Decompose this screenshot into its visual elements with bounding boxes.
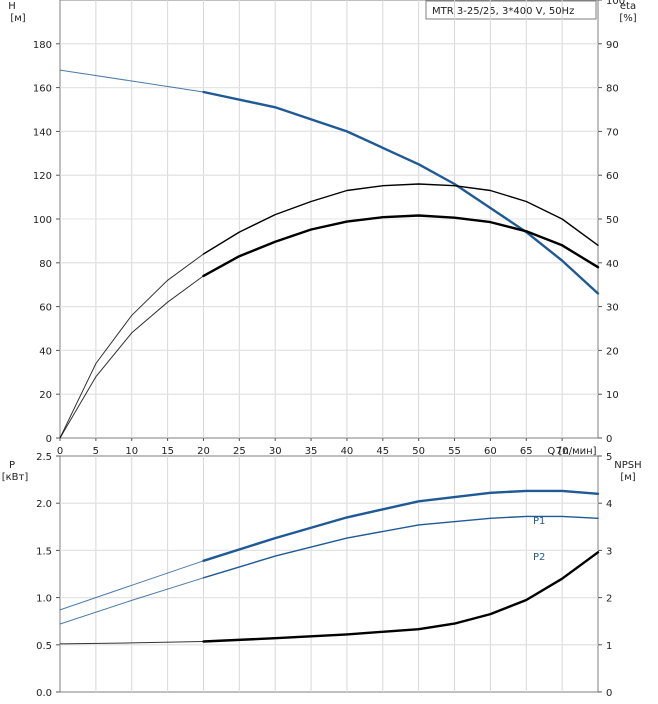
right-tick-label: 90 bbox=[606, 40, 619, 51]
left-tick-label: 60 bbox=[39, 303, 52, 314]
top-right-axis-label: eta bbox=[620, 1, 636, 12]
bottom-right-axis-unit: [м] bbox=[620, 472, 635, 483]
series-1-1-line bbox=[202, 515, 599, 579]
series-1-2-line-extrapolated bbox=[59, 641, 204, 645]
right-tick-label: 100 bbox=[606, 0, 625, 7]
left-tick-label: 0.0 bbox=[36, 688, 52, 699]
left-tick-label: 1.0 bbox=[36, 594, 52, 605]
bottom-plot-frame bbox=[59, 455, 599, 693]
left-tick-label: 40 bbox=[39, 346, 52, 357]
x-tick-label: 35 bbox=[305, 446, 318, 457]
series-1-0-line bbox=[202, 489, 600, 562]
left-tick-label: 1.5 bbox=[36, 546, 52, 557]
right-tick-label: 10 bbox=[606, 390, 619, 401]
left-tick-label: 20 bbox=[39, 390, 52, 401]
left-tick-label: 120 bbox=[33, 171, 52, 182]
left-tick-label: 2.5 bbox=[36, 452, 52, 463]
x-tick-label: 0 bbox=[57, 446, 63, 457]
right-tick-label: 1 bbox=[606, 641, 612, 652]
right-tick-label: 5 bbox=[606, 452, 612, 463]
right-tick-label: 40 bbox=[606, 259, 619, 270]
x-tick-label: 30 bbox=[269, 446, 282, 457]
right-tick-label: 30 bbox=[606, 303, 619, 314]
x-tick-label: 20 bbox=[197, 446, 210, 457]
x-tick-label: 55 bbox=[448, 446, 461, 457]
series-label-p2: P2 bbox=[533, 552, 545, 563]
series-0-1-line bbox=[202, 183, 599, 255]
top-right-axis-unit: [%] bbox=[619, 13, 636, 24]
x-tick-label: 25 bbox=[233, 446, 246, 457]
right-tick-label: 20 bbox=[606, 346, 619, 357]
x-tick-label: 5 bbox=[93, 446, 99, 457]
bottom-left-axis-unit: [кВт] bbox=[2, 472, 29, 483]
right-tick-label: 3 bbox=[606, 546, 612, 557]
left-tick-label: 140 bbox=[33, 127, 52, 138]
series-1-1-line-extrapolated bbox=[59, 577, 204, 625]
x-tick-label: 15 bbox=[161, 446, 174, 457]
title-box bbox=[425, 0, 597, 20]
right-tick-label: 50 bbox=[606, 215, 619, 226]
right-tick-label: 60 bbox=[606, 171, 619, 182]
right-tick-label: 0 bbox=[606, 688, 612, 699]
x-tick-label: 40 bbox=[341, 446, 354, 457]
left-tick-label: 80 bbox=[39, 259, 52, 270]
x-tick-label: 60 bbox=[484, 446, 497, 457]
top-left-axis-unit: [м] bbox=[10, 13, 25, 24]
title-box-text: MTR 3-25/25, 3*400 V, 50Hz bbox=[432, 6, 574, 17]
x-tick-label: 45 bbox=[376, 446, 389, 457]
right-tick-label: 2 bbox=[606, 594, 612, 605]
right-tick-label: 0 bbox=[606, 434, 612, 445]
right-tick-label: 70 bbox=[606, 127, 619, 138]
x-tick-label: 70 bbox=[556, 446, 569, 457]
x-tick-label: 65 bbox=[520, 446, 533, 457]
right-tick-label: 4 bbox=[606, 499, 612, 510]
left-tick-label: 0 bbox=[46, 434, 52, 445]
left-tick-label: 2.0 bbox=[36, 499, 52, 510]
series-0-2-line bbox=[202, 214, 600, 278]
left-tick-label: 160 bbox=[33, 84, 52, 95]
x-tick-label: 10 bbox=[125, 446, 138, 457]
left-tick-label: 180 bbox=[33, 40, 52, 51]
series-0-1-line-extrapolated bbox=[59, 253, 204, 439]
x-tick-label: 50 bbox=[412, 446, 425, 457]
top-left-axis-label: H bbox=[8, 1, 16, 12]
series-0-0-line bbox=[202, 90, 600, 295]
series-0-2-line-extrapolated bbox=[59, 275, 204, 439]
bottom-right-axis-label: NPSH bbox=[614, 460, 641, 471]
series-1-2-line bbox=[202, 551, 600, 643]
chart-marks: 0204060801001201401601800102030405060708… bbox=[33, 0, 625, 699]
right-tick-label: 80 bbox=[606, 84, 619, 95]
series-label-p1: P1 bbox=[533, 516, 545, 527]
series-0-0-line-extrapolated bbox=[59, 69, 204, 93]
left-tick-label: 0.5 bbox=[36, 641, 52, 652]
left-tick-label: 100 bbox=[33, 215, 52, 226]
series-1-0-line-extrapolated bbox=[59, 560, 204, 611]
bottom-left-axis-label: P bbox=[9, 460, 15, 471]
top-x-axis-label: Q [л/мин] bbox=[547, 446, 596, 457]
